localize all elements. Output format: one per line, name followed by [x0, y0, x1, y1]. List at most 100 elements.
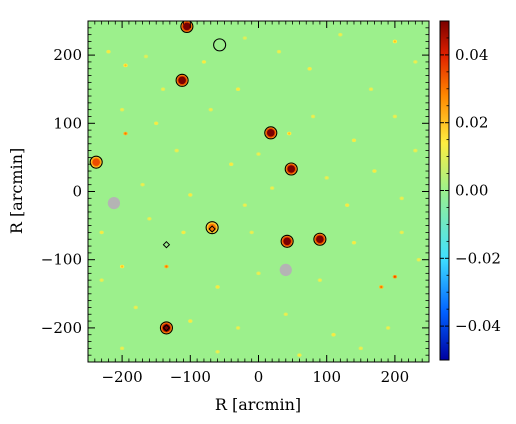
- faint-spot: [141, 183, 144, 186]
- source-core: [283, 237, 291, 246]
- colorbar: 0.04 0.02 0.00 −0.02 −0.04: [439, 20, 501, 361]
- faint-spot: [298, 354, 301, 357]
- faint-spot: [352, 139, 356, 142]
- faint-spot: [257, 152, 260, 156]
- faint-spot: [380, 285, 383, 289]
- source: [313, 232, 327, 246]
- faint-spot: [155, 122, 158, 125]
- source: [159, 321, 173, 335]
- y-axis-title: R [arcmin]: [7, 148, 26, 234]
- source-circle: [280, 234, 294, 248]
- faint-spot: [107, 50, 110, 53]
- faint-spot: [414, 149, 417, 152]
- source-circle: [213, 38, 227, 52]
- faint-spot: [243, 204, 246, 207]
- faint-spot: [121, 265, 124, 268]
- source-core: [266, 129, 275, 137]
- source-circle: [89, 155, 103, 169]
- masked-regions-layer: [107, 196, 292, 277]
- faint-spot: [318, 279, 321, 282]
- colorbar-gradient: [440, 21, 449, 360]
- masked-region: [279, 263, 292, 277]
- source-circle: [205, 221, 219, 235]
- y-axis: −200 −100 0 100 200: [41, 20, 429, 363]
- x-tick-label: −200: [101, 368, 142, 386]
- x-tick-label: −100: [170, 368, 211, 386]
- faint-spot: [369, 88, 373, 91]
- faint-spot: [308, 67, 311, 70]
- faint-spot: [311, 115, 315, 118]
- faint-spot: [393, 115, 396, 118]
- source-circle: [264, 126, 278, 140]
- source-circle: [175, 73, 189, 87]
- source-circle: [313, 232, 327, 246]
- faint-spot: [148, 217, 151, 220]
- source-circle: [284, 162, 298, 176]
- faint-spot: [230, 163, 233, 166]
- diamond-marker: [162, 240, 171, 249]
- source: [284, 162, 298, 176]
- faint-spot: [325, 176, 328, 179]
- faint-spot: [386, 326, 390, 329]
- y-tick-label: −100: [41, 251, 82, 269]
- faint-spot: [134, 306, 137, 309]
- source-core: [178, 76, 186, 85]
- colorbar-ticks: 0.04 0.02 0.00 −0.02 −0.04: [440, 20, 501, 361]
- source: [175, 73, 189, 87]
- faint-spot: [284, 313, 287, 316]
- faint-spot: [288, 132, 291, 135]
- x-axis: −200 −100 0 100 200: [87, 21, 430, 386]
- faint-spot: [216, 285, 219, 289]
- faint-spot: [236, 88, 240, 91]
- colorbar-tick-label: −0.02: [455, 249, 501, 267]
- faint-spot: [359, 347, 362, 350]
- faint-spot: [209, 108, 212, 111]
- faint-spot: [332, 333, 335, 336]
- faint-spot: [417, 258, 420, 261]
- faint-spot: [124, 132, 127, 135]
- x-tick-label: 0: [254, 368, 264, 386]
- faint-spot: [393, 40, 396, 43]
- faint-spot: [257, 272, 260, 275]
- diamond-marker: [208, 225, 216, 233]
- y-tick-label: 200: [53, 46, 82, 64]
- y-tick-label: 0: [72, 183, 82, 201]
- source-core: [183, 22, 191, 31]
- faint-spot: [182, 231, 185, 234]
- faint-spot: [339, 33, 342, 36]
- faint-spot: [271, 186, 274, 190]
- y-tick-label: −200: [41, 319, 82, 337]
- faint-spot: [165, 265, 168, 268]
- faint-spot: [124, 64, 127, 67]
- faint-spot: [346, 204, 349, 207]
- faint-spot: [121, 347, 124, 350]
- y-tick-label: 100: [53, 114, 82, 132]
- faint-spot: [414, 60, 417, 64]
- map-plot-area: −200 −100 0 100 200 −200 −100 0 100 200: [41, 20, 430, 386]
- faint-spot: [121, 108, 124, 111]
- faint-spot: [250, 231, 253, 234]
- diamond-marker: [162, 324, 171, 332]
- source-core: [287, 165, 296, 173]
- source-circle: [159, 321, 173, 335]
- faint-spot: [100, 279, 103, 282]
- masked-region: [107, 196, 121, 210]
- source: [280, 234, 294, 248]
- source: [264, 126, 278, 140]
- colorbar-tick-label: 0.00: [455, 182, 488, 200]
- source: [89, 155, 103, 169]
- map-background: [88, 21, 429, 362]
- faint-spot: [400, 197, 403, 200]
- faint-spot: [189, 193, 192, 197]
- source-circle: [180, 21, 194, 34]
- source-core: [316, 235, 324, 244]
- faint-spot: [277, 50, 281, 53]
- faint-spot: [100, 231, 103, 234]
- faint-spot: [161, 88, 165, 91]
- source: [180, 21, 194, 34]
- source-core: [162, 324, 171, 332]
- colorbar-tick-label: 0.04: [455, 46, 488, 64]
- faint-spot: [393, 275, 396, 278]
- faint-spot: [175, 149, 178, 152]
- faint-sources-layer: [99, 32, 421, 357]
